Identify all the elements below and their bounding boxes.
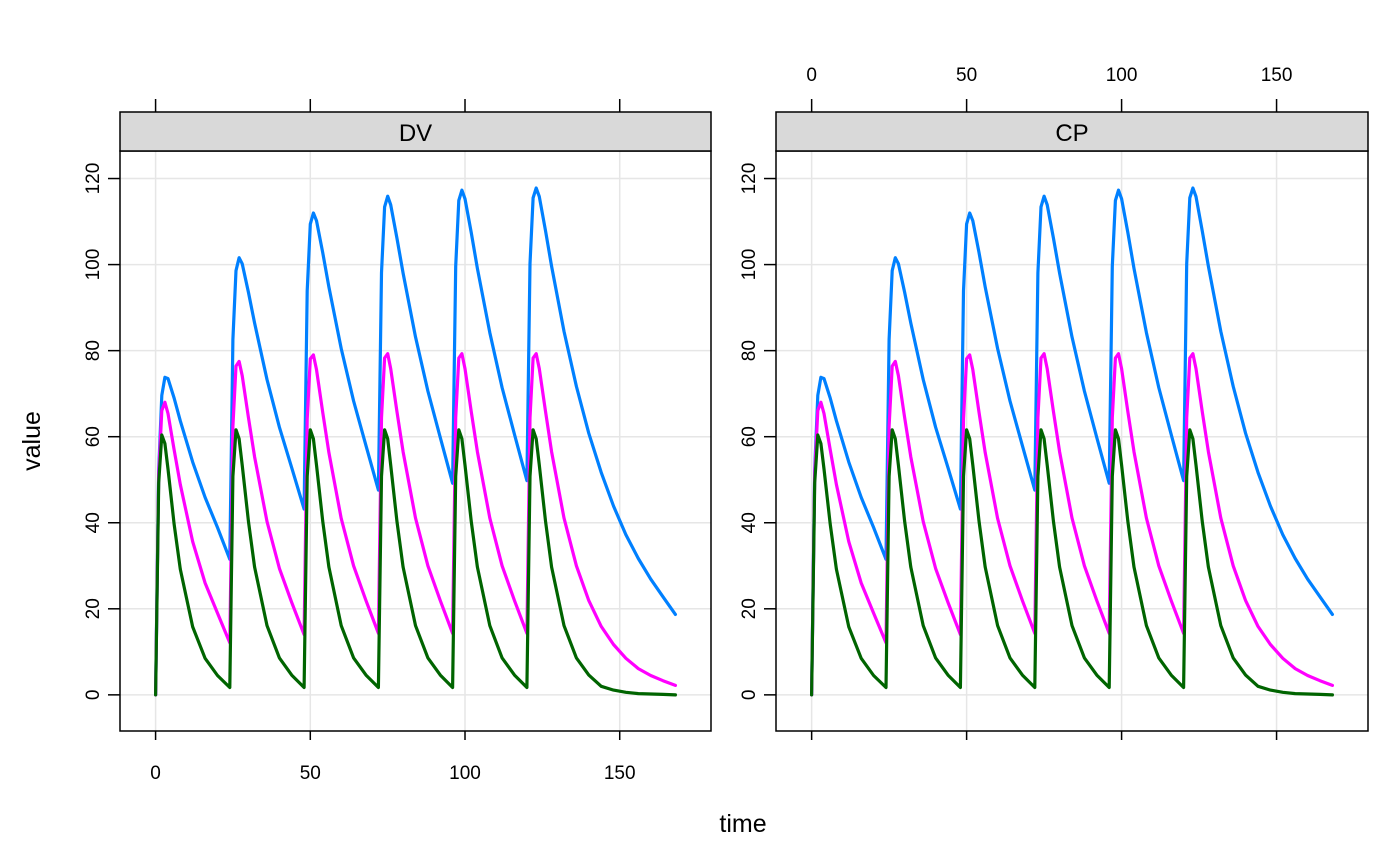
y-tick-label: 0 (739, 690, 760, 701)
x-tick-label: 100 (449, 763, 481, 784)
y-tick-label: 60 (83, 426, 104, 447)
panel-frame (775, 150, 1369, 732)
series-line-2 (810, 352, 1334, 697)
panel-dv: DV 0 50 100 150 0 20 40 60 80 100 120 (83, 99, 712, 784)
y-tick-label: 120 (739, 163, 760, 195)
y-tick-label: 60 (739, 426, 760, 447)
x-tick-label: 0 (150, 763, 161, 784)
grid (776, 151, 1368, 731)
x-axis: 0 50 100 150 (806, 65, 1292, 740)
y-tick-label: 40 (83, 512, 104, 533)
series-line-2 (154, 352, 677, 697)
panels: DV 0 50 100 150 0 20 40 60 80 100 120 CP 0 50 100 150 0 20… (83, 65, 1369, 784)
x-tick-label: 0 (806, 65, 817, 86)
y-tick-label: 80 (739, 340, 760, 361)
y-tick-label: 100 (739, 249, 760, 281)
series-line-3 (810, 428, 1334, 697)
panel-frame (119, 150, 712, 732)
y-tick-label: 40 (739, 512, 760, 533)
y-axis: 0 20 40 60 80 100 120 (83, 163, 120, 700)
grid (120, 151, 711, 731)
y-tick-label: 20 (83, 598, 104, 619)
panel-cp: CP 0 50 100 150 0 20 40 60 80 100 120 (739, 65, 1369, 740)
x-tick-label: 100 (1106, 65, 1138, 86)
x-tick-label: 50 (956, 65, 977, 86)
strip-background (775, 111, 1369, 152)
strip-background (119, 111, 712, 152)
y-tick-label: 20 (739, 598, 760, 619)
series-line-3 (154, 428, 677, 697)
y-axis-title: value (18, 411, 46, 471)
series-line-1 (154, 186, 677, 697)
series-lines (154, 186, 677, 697)
x-tick-label: 50 (300, 763, 321, 784)
strip-label: DV (399, 120, 432, 147)
y-tick-label: 80 (83, 340, 104, 361)
x-axis-title: time (719, 810, 766, 838)
x-tick-label: 150 (604, 763, 636, 784)
y-tick-label: 100 (83, 249, 104, 281)
x-tick-label: 150 (1261, 65, 1293, 86)
x-axis: 0 50 100 150 (150, 99, 636, 784)
series-lines (810, 186, 1334, 697)
y-tick-label: 0 (83, 690, 104, 701)
series-line-1 (810, 186, 1334, 697)
y-axis: 0 20 40 60 80 100 120 (739, 163, 776, 700)
strip-label: CP (1055, 120, 1088, 147)
y-tick-label: 120 (83, 163, 104, 195)
